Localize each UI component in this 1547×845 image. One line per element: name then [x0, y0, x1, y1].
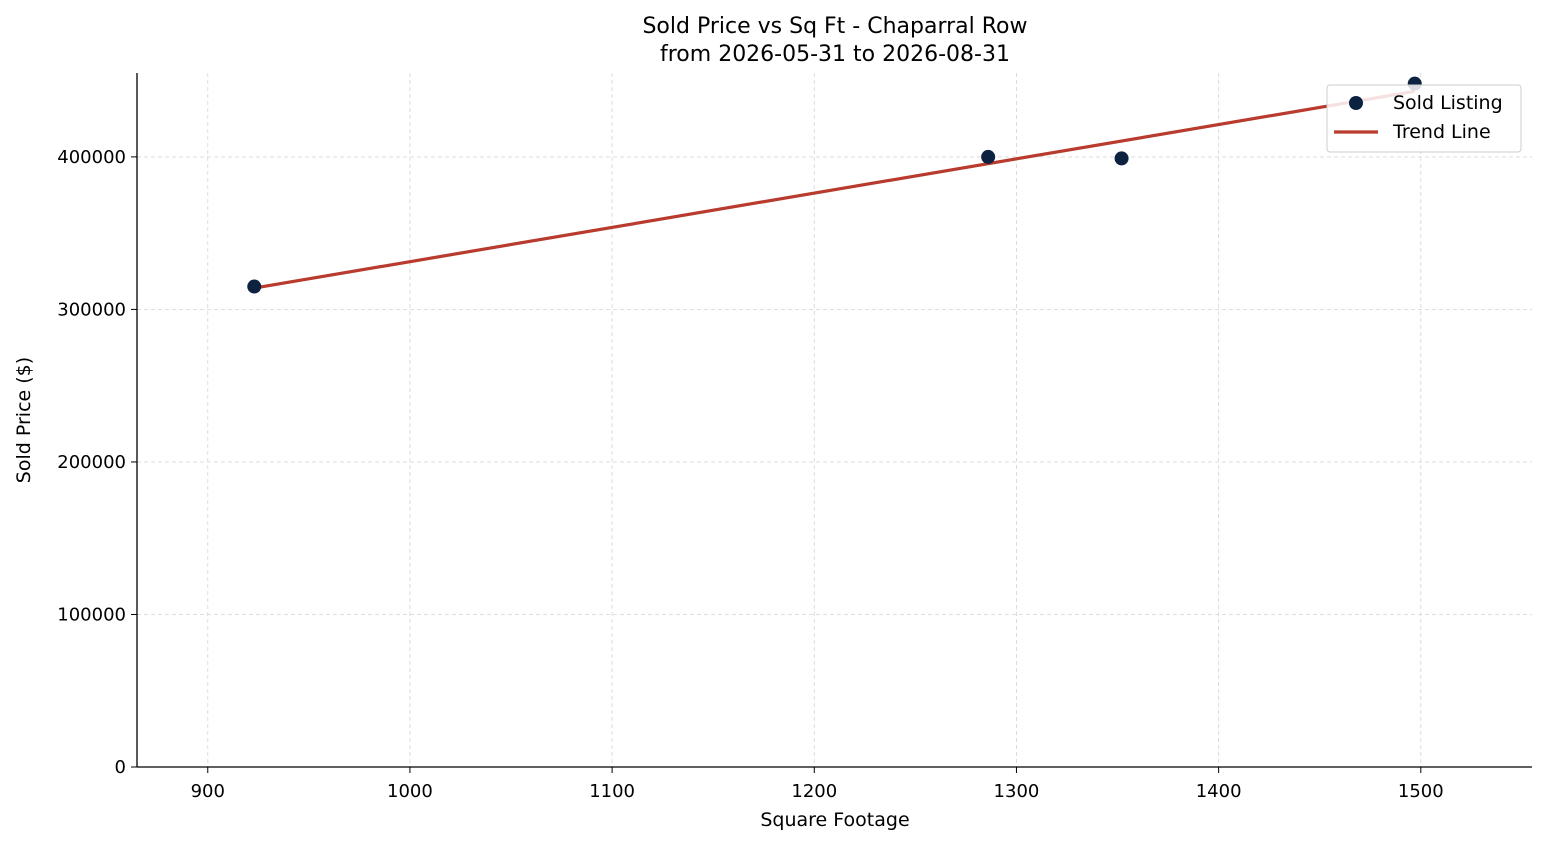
y-tick-label: 400000 — [57, 147, 126, 168]
chart-subtitle: from 2026-05-31 to 2026-08-31 — [660, 42, 1010, 67]
x-tick-label: 1000 — [387, 781, 433, 802]
legend-label-sold-listing: Sold Listing — [1393, 92, 1503, 114]
trend-line — [253, 89, 1416, 290]
legend-marker-sold-listing — [1349, 96, 1363, 110]
legend: Sold Listing Trend Line — [1326, 84, 1522, 153]
x-tick-label: 900 — [191, 781, 225, 802]
x-axis-label: Square Footage — [760, 809, 909, 831]
y-tick-label: 200000 — [57, 452, 126, 473]
data-point — [247, 279, 262, 294]
legend-label-trend-line: Trend Line — [1392, 121, 1491, 143]
chart-title: Sold Price vs Sq Ft - Chaparral Row — [642, 14, 1027, 39]
tick-marks: 900 1000 1100 1200 1300 1400 1500 0 100000 200000… — [57, 147, 1443, 802]
plot-area — [247, 76, 1422, 294]
legend-box — [1326, 84, 1522, 153]
x-tick-label: 1300 — [994, 781, 1040, 802]
x-tick-label: 1400 — [1196, 781, 1242, 802]
x-tick-label: 1200 — [791, 781, 837, 802]
x-tick-label: 1500 — [1398, 781, 1444, 802]
data-point — [981, 149, 996, 164]
y-tick-label: 0 — [115, 757, 126, 778]
y-tick-label: 100000 — [57, 604, 126, 625]
data-point — [1114, 151, 1129, 166]
y-axis-label: Sold Price ($) — [13, 357, 35, 483]
x-tick-label: 1100 — [589, 781, 635, 802]
axes — [136, 73, 1532, 768]
grid-lines — [137, 73, 1532, 767]
y-tick-label: 300000 — [57, 299, 126, 320]
